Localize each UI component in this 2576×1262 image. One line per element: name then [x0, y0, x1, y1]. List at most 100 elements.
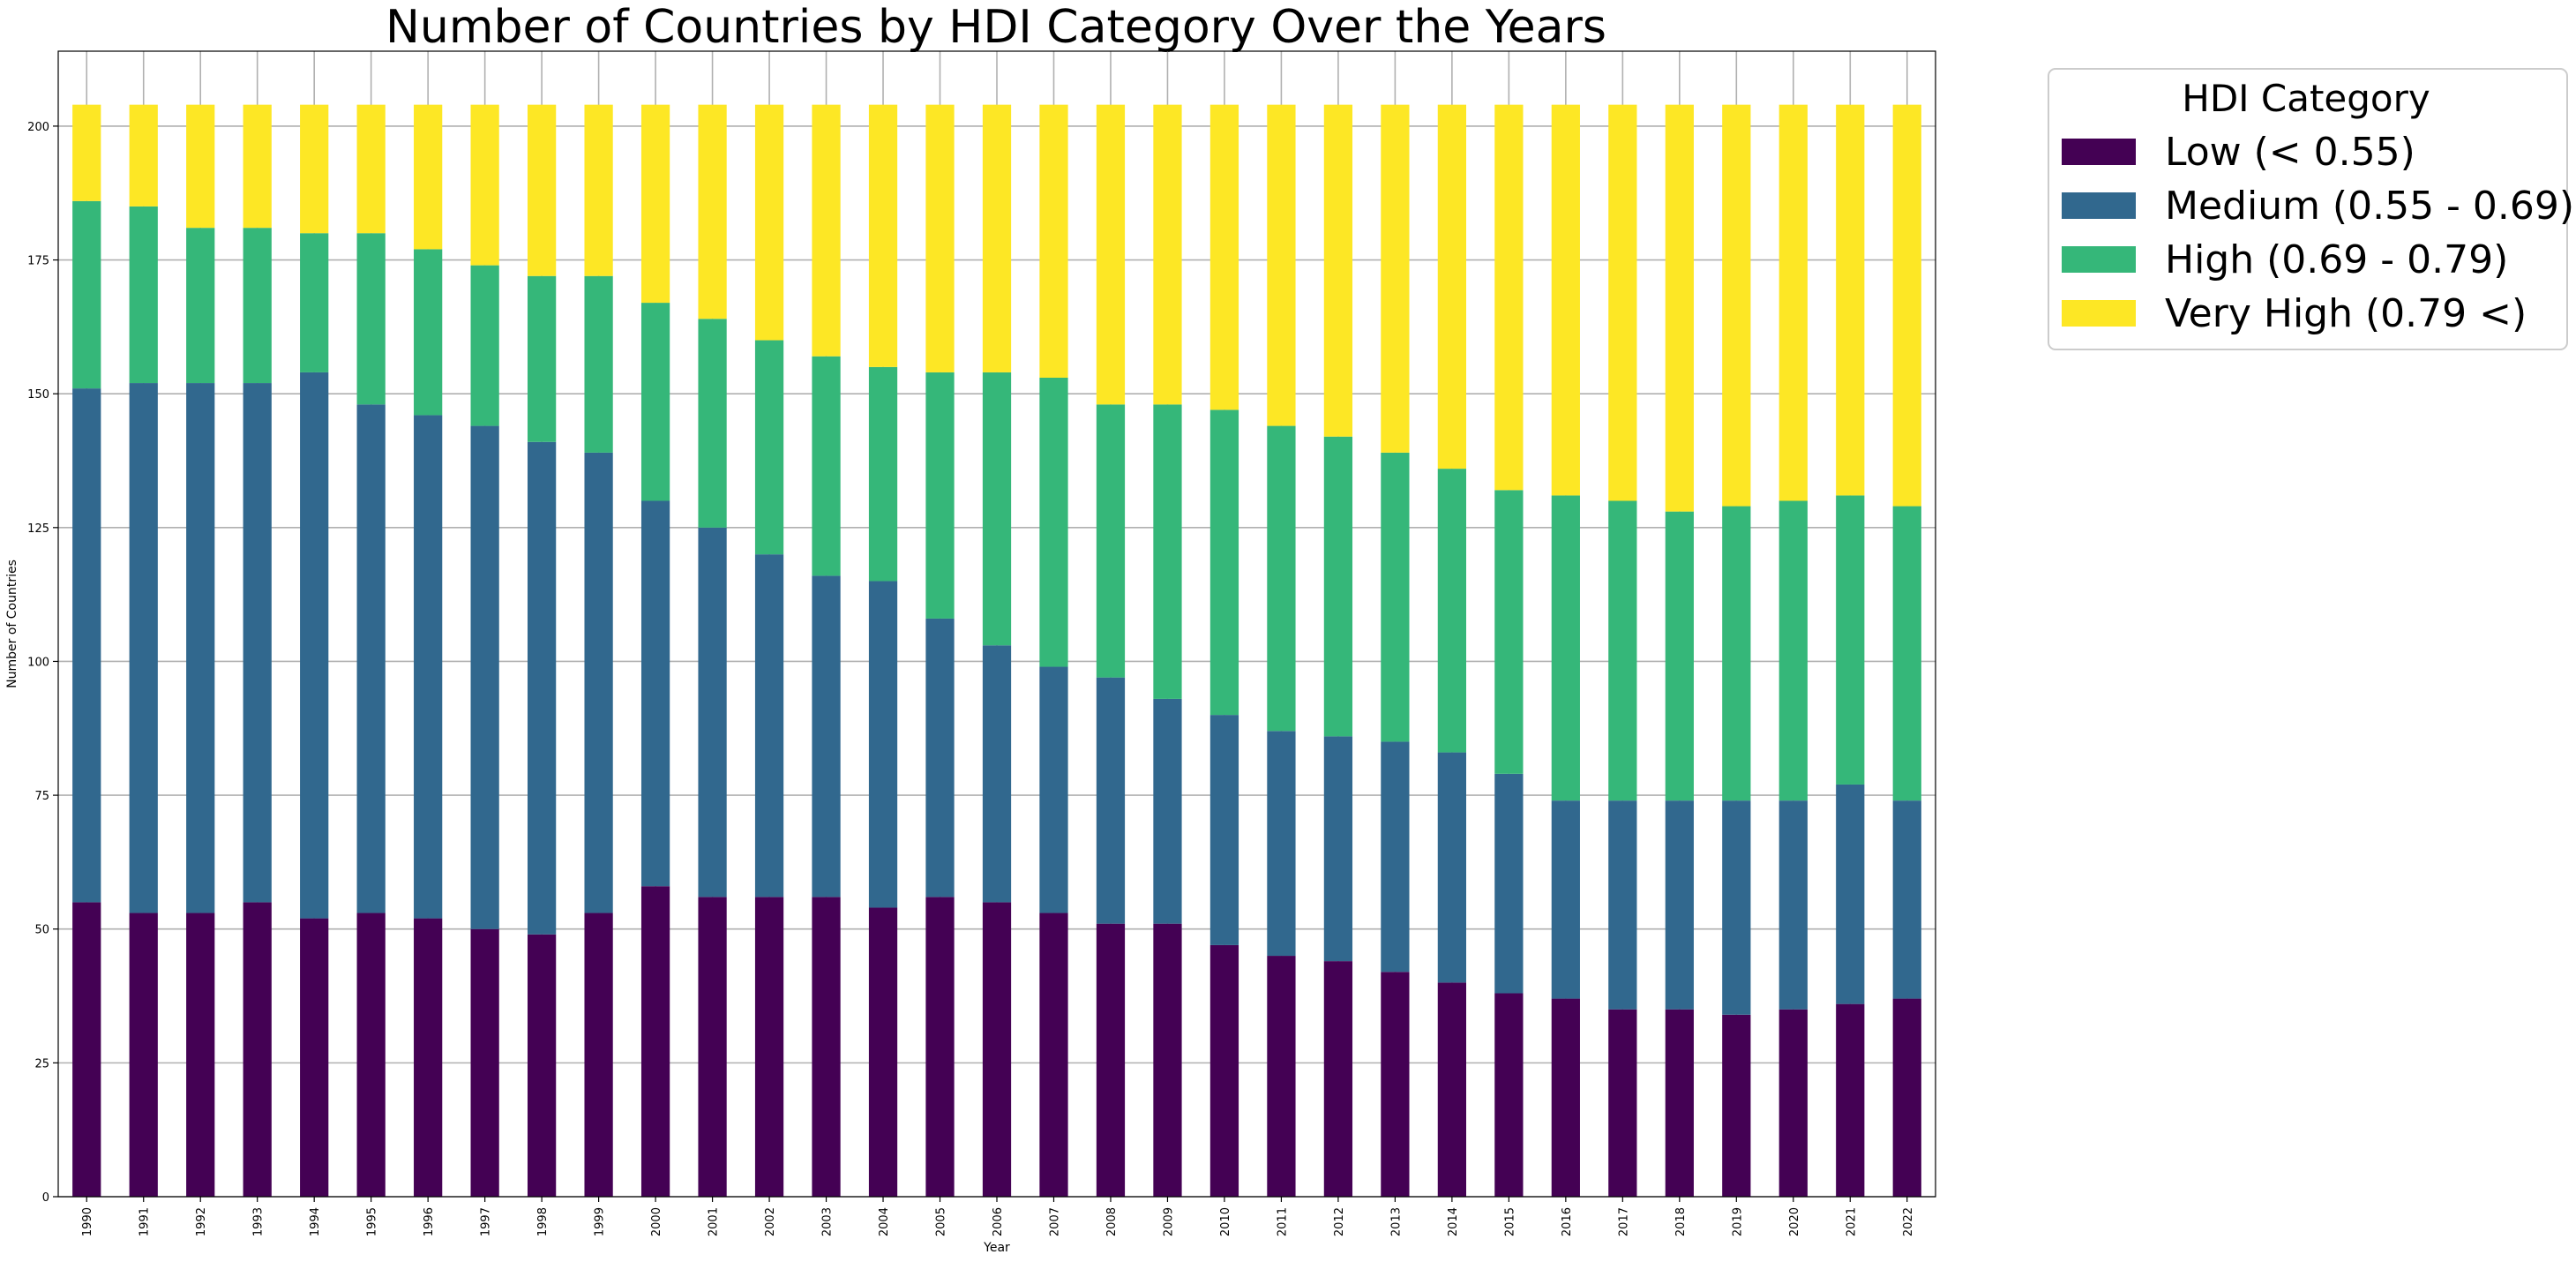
bar-segment	[414, 415, 443, 919]
legend-items: Low (< 0.55) Medium (0.55 - 0.69) High (0.…	[2062, 130, 2574, 336]
chart-title: Number of Countries by HDI Category Over…	[386, 1, 1606, 54]
x-tick-label: 2011	[1276, 1207, 1289, 1236]
bar-segment	[129, 913, 158, 1197]
legend-label: Very High (0.79 <)	[2165, 291, 2527, 336]
x-tick-label: 2016	[1561, 1207, 1574, 1236]
bar-segment	[470, 928, 499, 1197]
bar-segment	[1608, 104, 1637, 501]
bar-segment	[1665, 800, 1694, 1010]
bar-segment	[1437, 982, 1466, 1197]
bar-segment	[925, 897, 955, 1197]
x-tick-label: 1992	[195, 1207, 208, 1236]
bar-segment	[1892, 104, 1921, 507]
bar-segment	[1096, 404, 1126, 678]
x-tick-label: 1995	[366, 1207, 379, 1236]
x-tick-label: 2022	[1902, 1207, 1915, 1236]
bar-segment	[356, 404, 386, 913]
x-tick-label: 2000	[650, 1207, 663, 1236]
bar-segment	[1323, 104, 1353, 437]
bar-segment	[72, 104, 101, 201]
legend-frame	[2048, 68, 2568, 350]
bar-segment	[1722, 800, 1751, 1015]
legend-swatch	[2062, 139, 2136, 165]
bar-segment	[868, 581, 898, 908]
bar-segment	[1437, 469, 1466, 753]
bar-segment	[1608, 800, 1637, 1010]
bar-segment	[982, 902, 1012, 1197]
x-tick-label: 2006	[992, 1207, 1005, 1236]
bar-segment	[528, 934, 557, 1197]
y-tick-label: 125	[27, 522, 49, 536]
bar-segment	[1722, 104, 1751, 507]
bar-segment	[1209, 944, 1239, 1197]
bar-segment	[1836, 1003, 1865, 1197]
x-axis-label: Year	[983, 1241, 1010, 1255]
legend-swatch	[2062, 192, 2136, 219]
y-tick-label: 0	[42, 1191, 49, 1205]
bar-segment	[186, 383, 215, 913]
bar-segment	[300, 233, 329, 372]
bar-segment	[1836, 495, 1865, 785]
bar-segment	[1039, 913, 1068, 1197]
legend-label: Low (< 0.55)	[2165, 130, 2415, 175]
x-tick-label: 2010	[1219, 1207, 1232, 1236]
x-tick-label: 2013	[1389, 1207, 1403, 1236]
bar-segment	[528, 441, 557, 935]
bar-segment	[1153, 404, 1182, 699]
bar-segment	[300, 104, 329, 234]
legend-label: High (0.69 - 0.79)	[2165, 237, 2508, 282]
bar-segment	[1551, 104, 1580, 496]
bar-segment	[982, 104, 1012, 372]
bar-segment	[300, 918, 329, 1197]
bar-segment	[1209, 715, 1239, 945]
bar-segment	[186, 228, 215, 384]
y-tick-label: 175	[27, 255, 49, 268]
x-tick-label: 2008	[1105, 1207, 1119, 1236]
bar-segment	[129, 383, 158, 913]
bar-segment	[470, 265, 499, 426]
x-tick-label: 2021	[1845, 1207, 1858, 1236]
bar-segment	[1381, 972, 1410, 1197]
legend-label: Medium (0.55 - 0.69)	[2165, 184, 2574, 229]
bar-segment	[1039, 377, 1068, 667]
bar-segment	[1494, 993, 1524, 1197]
bar-segment	[925, 104, 955, 372]
bar-segment	[528, 104, 557, 276]
legend-title: HDI Category	[2182, 77, 2430, 120]
bar-segment	[1722, 1014, 1751, 1197]
legend: HDI Category Low (< 0.55) Medium (0.55 - …	[2048, 68, 2574, 350]
bar-segment	[1722, 506, 1751, 801]
bar-segment	[414, 249, 443, 416]
x-tick-label: 2012	[1333, 1207, 1346, 1236]
bar-segment	[1209, 409, 1239, 716]
bar-segment	[754, 340, 784, 555]
bar-segment	[640, 500, 670, 887]
bar-segment	[470, 425, 499, 929]
bar-segment	[1551, 800, 1580, 999]
x-tick-label: 1999	[594, 1207, 607, 1236]
bar-segment	[1267, 731, 1296, 957]
bar-segment	[1381, 741, 1410, 973]
bar-segment	[72, 388, 101, 903]
bar-segment	[1153, 104, 1182, 405]
bar-segment	[698, 527, 727, 898]
bar-segment	[1778, 500, 1808, 801]
bar-segment	[698, 104, 727, 319]
bar-segment	[1778, 1009, 1808, 1197]
bar-segment	[1608, 500, 1637, 801]
bar-segment	[640, 104, 670, 304]
bar-segment	[812, 897, 841, 1197]
bar-segment	[1494, 490, 1524, 774]
bar-segment	[1381, 104, 1410, 453]
bar-segment	[356, 913, 386, 1197]
x-tick-label: 1993	[252, 1207, 266, 1236]
y-tick-label: 100	[27, 656, 49, 669]
bar-segment	[584, 275, 613, 453]
bar-segment	[414, 104, 443, 250]
bar-segment	[186, 913, 215, 1197]
bar-segment	[1778, 800, 1808, 1010]
bar-segment	[584, 104, 613, 276]
x-tick-label: 2002	[764, 1207, 777, 1236]
bar-segment	[754, 104, 784, 341]
